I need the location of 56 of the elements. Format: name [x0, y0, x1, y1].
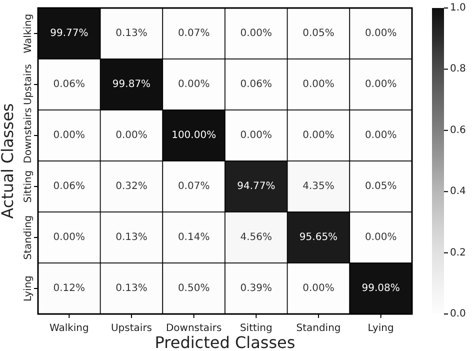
data-label: 0.00%	[240, 28, 272, 39]
data-label: 0.13%	[116, 283, 148, 294]
data-label: 0.05%	[364, 181, 397, 192]
color-bar-label: 0.8	[450, 64, 466, 75]
x-tick-label: Sitting	[240, 323, 272, 334]
color-bar-label: 0.4	[450, 186, 466, 198]
x-tick-label: Lying	[368, 323, 394, 334]
data-label: 95.65%	[299, 232, 338, 243]
data-label: 0.06%	[240, 79, 272, 90]
data-label: 0.07%	[178, 28, 210, 39]
data-label: 99.08%	[362, 283, 400, 294]
color-bar-label: 0.6	[450, 124, 466, 136]
y-tick-label: Upstairs	[23, 64, 34, 106]
data-label: 0.06%	[53, 181, 86, 192]
data-label: 0.13%	[116, 28, 148, 39]
y-tick-label: Standing	[23, 215, 34, 260]
data-label: 0.39%	[240, 283, 272, 294]
x-tick-label: Upstairs	[110, 323, 152, 334]
y-tick-label: Lying	[23, 275, 34, 302]
data-label: 0.00%	[53, 130, 86, 141]
y-tick-label: Walking	[23, 14, 34, 54]
data-label: 0.07%	[178, 181, 210, 192]
data-label: 0.00%	[178, 79, 210, 90]
data-label: 99.87%	[112, 79, 151, 90]
color-bar-label: 0.2	[450, 247, 466, 258]
x-tick-label: Standing	[296, 323, 341, 334]
data-label: 0.00%	[302, 79, 334, 90]
data-label: 0.00%	[364, 232, 397, 243]
data-label: 4.35%	[302, 181, 334, 192]
x-tick-label: Downstairs	[166, 323, 222, 334]
y-axis-title: Actual Classes	[0, 103, 17, 219]
data-label: 0.50%	[178, 283, 210, 294]
color-bar-label: 0.0	[450, 308, 466, 320]
data-label: 0.06%	[53, 79, 86, 90]
data-label: 0.00%	[302, 283, 334, 294]
x-tick-label: Walking	[49, 323, 89, 334]
data-label: 0.13%	[116, 232, 148, 243]
y-tick-label: Downstairs	[23, 108, 34, 164]
data-label: 0.05%	[302, 28, 334, 39]
data-label: 0.00%	[116, 130, 148, 141]
data-label: 0.00%	[240, 130, 272, 141]
data-label: 0.12%	[53, 283, 86, 294]
data-label: 0.00%	[364, 79, 397, 90]
data-label: 94.77%	[237, 181, 276, 192]
data-label: 0.00%	[364, 130, 397, 141]
data-label: 0.00%	[302, 130, 334, 141]
data-label: 100.00%	[172, 130, 216, 141]
data-label: 0.32%	[116, 181, 148, 192]
data-label: 99.77%	[50, 28, 88, 39]
data-label: 0.14%	[178, 232, 210, 243]
x-axis-title: Predicted Classes	[154, 333, 296, 351]
data-label: 4.56%	[240, 232, 272, 243]
data-label: 0.00%	[364, 28, 397, 39]
y-tick-label: Sitting	[23, 170, 34, 203]
data-label: 0.00%	[53, 232, 86, 243]
color-bar-label: 1.0	[450, 2, 466, 14]
